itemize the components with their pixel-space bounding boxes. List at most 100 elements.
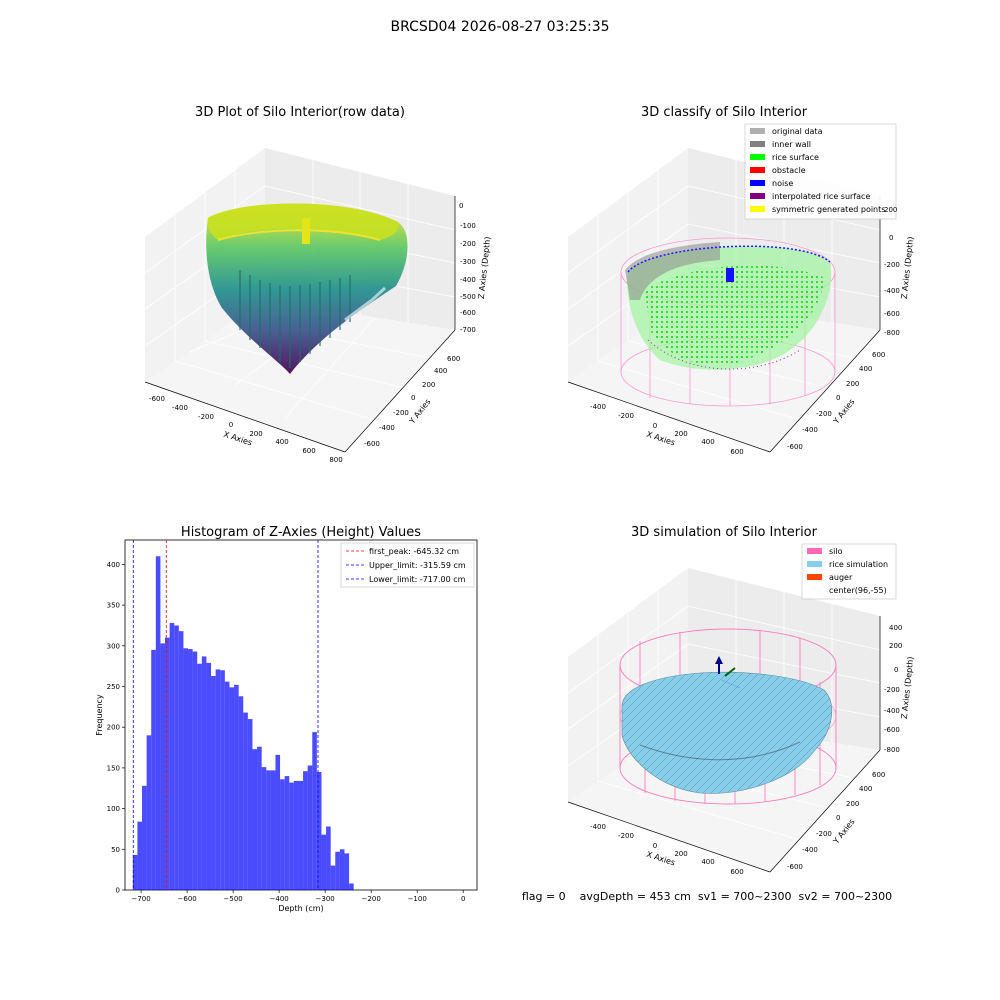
x-tick-label: −300	[316, 895, 335, 903]
panel-histogram: Histogram of Z-Axies (Height) Values −70…	[95, 525, 478, 913]
panel1-z-tick: -600	[460, 309, 476, 317]
histogram-bar	[344, 853, 350, 890]
panel2-x-ticks: -400 -200 0 200 400 600	[590, 403, 744, 456]
panel1-y-tick: 400	[434, 367, 447, 375]
histogram-bar	[146, 735, 152, 890]
panel2-z-tick: -600	[884, 310, 900, 318]
panel4-y-tick: 200	[846, 800, 859, 808]
panel1-z-ticks: 0 -100 -200 -300 -400 -500 -600 -700	[459, 202, 476, 334]
histogram-bar	[339, 849, 345, 890]
legend-label: noise	[772, 179, 793, 188]
panel1-x-ticks: -600 -400 -200 0 200 400 600 800	[149, 395, 343, 464]
histogram-bar	[243, 712, 248, 890]
legend-swatch	[807, 548, 822, 554]
panel1-z-tick: -300	[460, 258, 476, 266]
histogram-bar	[275, 754, 281, 890]
panel-raw-data: 3D Plot of Silo Interior(row data)	[144, 105, 492, 464]
panel2-x-tick: 0	[653, 422, 657, 430]
panel-simulation: 3D simulation of Silo Interior	[567, 525, 915, 876]
status-footer: flag = 0 avgDepth = 453 cm sv1 = 700~230…	[522, 890, 892, 903]
histogram-reference-lines	[132, 540, 319, 890]
histogram-bar	[316, 771, 322, 890]
histogram-bar	[234, 684, 239, 890]
y-tick-label: 400	[107, 561, 120, 569]
panel1-y-tick: -600	[364, 440, 380, 448]
panel2-x-tick: -200	[618, 412, 634, 420]
panel4-y-ticks: -600 -400 -200 0 200 400 600	[787, 771, 885, 871]
legend-label: auger	[829, 573, 853, 582]
legend-label: inner wall	[772, 140, 811, 149]
panel4-z-tick: 400	[889, 624, 902, 632]
histogram-bar	[252, 749, 258, 890]
panel1-z-tick: -400	[460, 276, 476, 284]
panel4-x-tick: 400	[701, 858, 714, 866]
panel1-x-tick: 800	[329, 456, 342, 464]
panel2-legend: original data inner wall rice surface ob…	[744, 123, 897, 220]
panel4-x-tick: -400	[590, 823, 606, 831]
panel4-z-tick: 200	[889, 642, 902, 650]
panel4-z-tick: -200	[884, 686, 900, 694]
panel4-y-tick: -400	[802, 846, 818, 854]
histogram-bar	[188, 649, 193, 890]
legend-swatch	[750, 193, 765, 199]
histogram-bar	[132, 855, 138, 890]
legend-label: Lower_limit: -717.00 cm	[369, 575, 466, 584]
histogram-bar	[298, 780, 304, 890]
histogram-bar	[206, 662, 212, 890]
histogram-bar	[211, 675, 216, 890]
histogram-bar	[335, 851, 340, 890]
panel2-z-tick: -400	[884, 287, 900, 295]
histogram-bar	[183, 648, 189, 890]
legend-label: obstacle	[772, 166, 806, 175]
histogram-bar	[266, 770, 271, 890]
panel4-y-tick: 400	[859, 785, 872, 793]
histogram-bar	[257, 746, 262, 890]
panel4-auger-marker	[715, 656, 741, 689]
panel2-z-tick: -200	[884, 261, 900, 269]
histogram-bar	[289, 782, 294, 890]
histogram-title: Histogram of Z-Axies (Height) Values	[181, 525, 421, 540]
y-tick-label: 300	[107, 642, 120, 650]
panel4-z-ticks: 400 200 0 -200 -400 -600 -800	[884, 624, 902, 754]
legend-label: original data	[772, 127, 823, 136]
legend-label: interpolated rice surface	[772, 192, 870, 201]
legend-label: Upper_limit: -315.59 cm	[369, 561, 466, 570]
panel2-z-ticks: 200 0 -200 -400 -600 -800	[884, 206, 900, 337]
panel4-y-tick: 0	[836, 814, 840, 822]
legend-label: first_peak: -645.32 cm	[369, 547, 459, 556]
histogram-bar	[174, 625, 179, 890]
legend-label: center(96,-55)	[829, 586, 887, 595]
y-tick-label: 350	[107, 602, 120, 610]
panel1-x-tick: -600	[149, 395, 165, 403]
panel1-y-ticks: -600 -400 -200 0 200 400 600	[364, 355, 460, 448]
panel2-y-tick: 400	[859, 365, 872, 373]
panel2-title: 3D classify of Silo Interior	[641, 105, 808, 120]
histogram-bar	[270, 770, 276, 890]
histogram-bar	[293, 780, 299, 890]
x-tick-label: −100	[408, 895, 427, 903]
histogram-y-label: Frequency	[95, 694, 104, 736]
legend-swatch	[807, 587, 822, 593]
histogram-bars	[132, 556, 354, 890]
panel2-y-tick: 0	[836, 394, 840, 402]
histogram-x-ticks: −700 −600 −500 −400 −300 −200 −100 0	[131, 890, 465, 903]
histogram-bar	[229, 687, 235, 890]
figure-suptitle: BRCSD04 2026-08-27 03:25:35	[390, 19, 609, 35]
histogram-bar	[303, 771, 308, 890]
histogram-bar	[192, 651, 198, 890]
panel4-x-tick: -200	[618, 832, 634, 840]
histogram-bar	[280, 779, 285, 890]
histogram-bar	[307, 765, 313, 890]
panel1-z-tick: -500	[460, 293, 476, 301]
panel4-rice-surface	[621, 671, 832, 794]
histogram-bar	[261, 767, 267, 890]
panel1-y-tick: -200	[393, 409, 409, 417]
panel2-z-tick: -800	[884, 329, 900, 337]
panel2-y-tick: 200	[846, 380, 859, 388]
legend-label: silo	[829, 547, 843, 556]
panel2-x-tick: 200	[674, 430, 687, 438]
y-tick-label: 50	[111, 846, 120, 854]
histogram-bar	[330, 865, 336, 890]
histogram-bar	[201, 656, 207, 890]
